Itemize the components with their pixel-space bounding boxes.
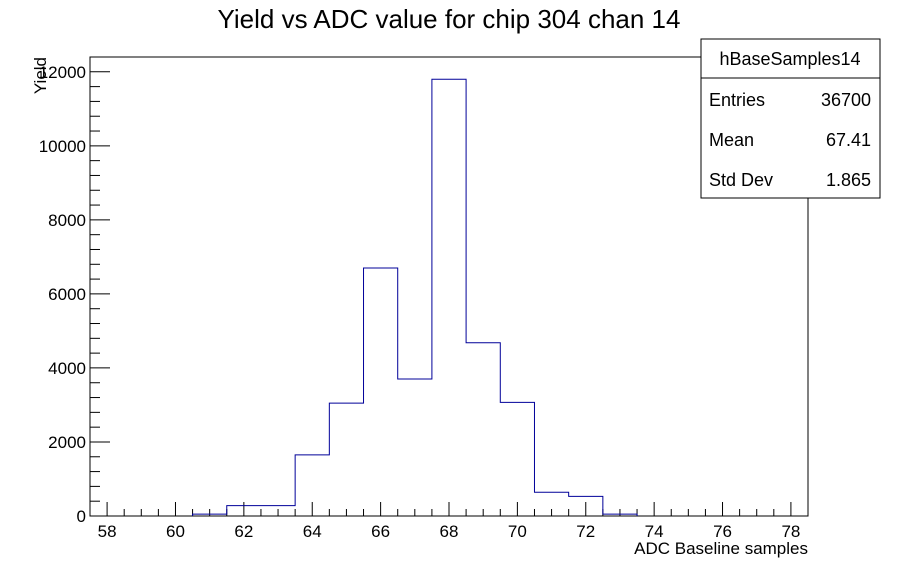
y-minor-ticks: [90, 56, 100, 502]
x-minor-ticks: [89, 509, 809, 516]
chart-title: Yield vs ADC value for chip 304 chan 14: [218, 4, 681, 34]
stats-entries-value: 36700: [821, 90, 871, 110]
y-tick-label: 4000: [48, 359, 86, 378]
y-axis-label: Yield: [31, 57, 50, 94]
stats-box-frame: [700, 38, 881, 199]
stats-stddev-value: 1.865: [826, 170, 871, 190]
stats-box-name: hBaseSamples14: [719, 49, 860, 69]
y-tick-label: 8000: [48, 211, 86, 230]
x-tick-label: 74: [645, 522, 664, 541]
x-tick-label: 72: [576, 522, 595, 541]
x-tick-label: 60: [166, 522, 185, 541]
stats-box: hBaseSamples14 Entries 36700 Mean 67.41 …: [700, 38, 881, 199]
x-tick-label: 64: [303, 522, 322, 541]
y-tick-label: 10000: [39, 137, 86, 156]
x-tick-label: 76: [713, 522, 732, 541]
y-tick-label: 2000: [48, 433, 86, 452]
x-tick-label: 70: [508, 522, 527, 541]
x-tick-label: 68: [440, 522, 459, 541]
y-tick-label: 0: [77, 507, 86, 526]
plot-area: 0 2000 4000 6000 8000 10000 12000 58 60 62 64 66 68…: [39, 56, 809, 541]
stats-mean-label: Mean: [709, 130, 754, 150]
y-tick-label: 12000: [39, 63, 86, 82]
x-tick-label: 58: [98, 522, 117, 541]
y-tick-label: 6000: [48, 285, 86, 304]
x-tick-label: 62: [234, 522, 253, 541]
stats-entries-label: Entries: [709, 90, 765, 110]
histogram-outline: [192, 78, 638, 516]
x-axis-label: ADC Baseline samples: [634, 539, 808, 558]
x-axis: 58 60 62 64 66 68 70 72 74 76 78: [98, 502, 800, 541]
y-axis: 0 2000 4000 6000 8000 10000 12000: [39, 63, 110, 526]
stats-stddev-label: Std Dev: [709, 170, 773, 190]
x-tick-label: 78: [781, 522, 800, 541]
x-tick-label: 66: [371, 522, 390, 541]
stats-mean-value: 67.41: [826, 130, 871, 150]
